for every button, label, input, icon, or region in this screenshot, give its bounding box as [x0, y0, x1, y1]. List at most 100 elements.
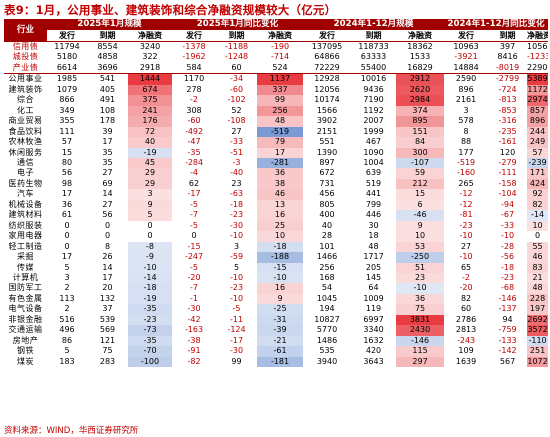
table-cell: -10 [257, 272, 304, 284]
table-cell: -56 [501, 252, 515, 262]
table-cell: -17 [229, 335, 244, 345]
subheader-row: 发行 到期 净融资 发行 到期 净融资 发行 到期 净融资 发行 到期 净融资 [4, 30, 549, 42]
table-cell: -25 [257, 304, 304, 315]
table-cell: -12337 [527, 52, 549, 62]
table-cell: 244 [527, 126, 549, 138]
table-cell: 27 [102, 168, 113, 178]
table-cell: 40 [128, 137, 173, 148]
table-cell: -23 [229, 283, 244, 293]
table-cell: -160 [456, 168, 476, 178]
table-cell: 118733 [358, 42, 389, 51]
table-cell: 63333 [360, 52, 387, 62]
table-cell: 36 [396, 293, 445, 305]
table-cell: 405 [99, 84, 116, 94]
table-cell: 64 [368, 283, 379, 293]
table-cell: -30 [187, 304, 201, 314]
row-label: 电子 [17, 168, 34, 178]
table-cell: -10 [229, 231, 244, 241]
table-cell: 805 [319, 199, 335, 209]
row-label: 有色金属 [8, 293, 43, 303]
table-cell: -146 [396, 335, 445, 347]
table-cell: -21 [257, 335, 304, 347]
table-cell: 265 [458, 178, 474, 188]
table-cell: 731 [319, 178, 335, 188]
table-cell: -34 [229, 74, 244, 84]
table-cell: 2 [64, 283, 70, 293]
table-cell: 205 [365, 262, 382, 272]
row-label: 化工 [17, 105, 34, 115]
table-cell: 94 [502, 314, 513, 324]
table-cell: -30 [229, 220, 244, 230]
table-cell: 12056 [314, 84, 340, 94]
table-cell: 48 [527, 283, 549, 294]
table-row: 医药生物 98 69 29 62 23 38 731 519 212 265 -158 424 [4, 178, 549, 190]
table-cell: 27 [102, 199, 113, 209]
table-cell: 1090 [363, 147, 384, 157]
table-cell: 355 [59, 116, 75, 126]
row-label: 非银金融 [8, 314, 43, 324]
table-cell: -94 [501, 199, 515, 209]
table-cell: 446 [365, 210, 382, 220]
table-cell: 23 [396, 272, 445, 284]
table-cell: 39 [102, 126, 113, 136]
row-label: 城投债 [12, 52, 39, 62]
table-cell: 551 [319, 137, 335, 147]
table-row: 建筑材料 61 56 5 -7 -23 16 400 446 -46 -81 -67 -14 [4, 210, 549, 221]
table-cell: 16 [257, 283, 304, 294]
table-cell: 8416 [497, 52, 518, 62]
row-label: 电气设备 [8, 304, 43, 314]
table-cell: 25 [257, 220, 304, 232]
row-label: 国防军工 [8, 283, 43, 293]
col-header: 净融资 [396, 30, 445, 42]
table-cell: 491 [99, 95, 116, 105]
table-cell: -42 [187, 314, 201, 324]
row-label: 交通运输 [8, 325, 43, 335]
table-cell: 249 [527, 137, 549, 148]
table-cell: -714 [270, 52, 290, 62]
table-row: 国防军工 2 20 -18 -7 -23 16 54 64 -10 -20 -68 48 [4, 283, 549, 294]
row-label: 公用事业 [8, 74, 43, 84]
table-cell: -104 [498, 189, 517, 199]
table-cell: 61 [61, 210, 73, 220]
col-header: 发行 [444, 30, 489, 42]
table-cell: -28 [501, 241, 515, 251]
table-cell: 17 [102, 137, 113, 147]
table-cell: 101 [319, 241, 335, 251]
table-cell: 60 [460, 304, 472, 314]
table-cell: 297 [396, 356, 445, 368]
table-cell: 2974 [527, 95, 549, 106]
table-cell: 424 [527, 178, 549, 190]
table-cell: -142 [498, 346, 517, 356]
table-cell: -1962 [182, 52, 206, 62]
table-cell: 283 [99, 356, 116, 366]
table-cell: 251 [527, 346, 549, 357]
row-label: 通信 [17, 157, 34, 167]
table-cell: 10827 [314, 314, 340, 324]
table-cell: 10 [257, 231, 304, 242]
table-cell: -100 [128, 356, 173, 368]
table-cell: 3 [64, 272, 70, 282]
table-cell: -23 [501, 272, 515, 282]
row-label: 食品饮料 [8, 126, 43, 136]
table-cell: 55400 [351, 62, 397, 75]
table-cell: -23 [128, 314, 173, 326]
table-cell: 496 [59, 325, 75, 335]
table-cell: 177 [458, 147, 474, 157]
table-cell: 3340 [363, 325, 384, 335]
table-cell: 171 [527, 168, 549, 179]
table-cell: 45 [128, 157, 173, 169]
table-cell: 2161 [455, 95, 477, 105]
table-cell: 5180 [56, 52, 78, 62]
table-cell: 349 [59, 105, 75, 115]
table-cell: -20 [187, 272, 201, 282]
table-cell: -63 [229, 189, 244, 199]
table-row: 计算机 3 17 -14 -20 -10 -10 168 145 23 -2 -23 21 [4, 272, 549, 284]
table-cell: 65 [460, 262, 472, 272]
table-cell: 145 [365, 272, 382, 282]
row-label: 建筑装饰 [8, 84, 43, 94]
table-cell: 35 [102, 157, 113, 167]
table-cell: 567 [499, 356, 516, 366]
table-cell: -2 [190, 95, 198, 105]
table-cell: 46 [527, 252, 549, 263]
row-label: 建筑材料 [8, 210, 43, 220]
